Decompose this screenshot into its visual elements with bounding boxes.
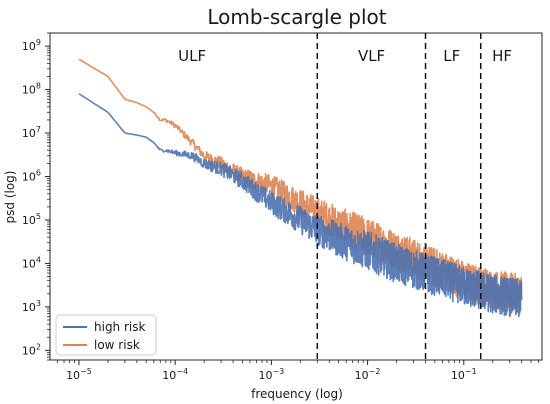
- x-tick-label: 10−3: [258, 367, 284, 382]
- x-tick-label: 10−1: [451, 367, 477, 382]
- y-tick-label: 106: [22, 168, 41, 183]
- chart-title: Lomb-scargle plot: [207, 5, 386, 29]
- series-layer: [78, 58, 523, 318]
- x-axis-label: frequency (log): [251, 387, 343, 401]
- x-tick-label: 10−2: [355, 367, 381, 382]
- y-tick-label: 103: [22, 299, 41, 314]
- legend-label-high-risk: high risk: [94, 320, 145, 334]
- y-tick-label: 109: [22, 38, 41, 53]
- band-label-hf: HF: [492, 47, 512, 65]
- legend-label-low-risk: low risk: [94, 338, 140, 352]
- x-tick-label: 10−4: [162, 367, 188, 382]
- y-tick-label: 105: [22, 212, 41, 227]
- band-label-vlf: VLF: [358, 47, 385, 65]
- plot-area-frame: [49, 32, 543, 361]
- y-tick-label: 107: [22, 125, 41, 140]
- y-tick-label: 108: [22, 82, 41, 97]
- band-label-layer: ULF VLF LF HF: [178, 47, 512, 65]
- y-tick-label: 102: [22, 342, 41, 357]
- band-label-ulf: ULF: [178, 47, 206, 65]
- band-divider-layer: [316, 33, 482, 360]
- y-axis: 102 103 104 105 106 107 108 109: [22, 32, 50, 361]
- band-label-lf: LF: [443, 47, 460, 65]
- y-axis-label: psd (log): [3, 171, 17, 224]
- series-line-high-risk: [78, 93, 523, 318]
- x-axis: 10−5 10−4 10−3 10−2 10−1: [57, 360, 540, 382]
- y-tick-label: 104: [22, 255, 41, 270]
- x-tick-label: 10−5: [66, 367, 92, 382]
- legend: high risk low risk: [55, 314, 157, 356]
